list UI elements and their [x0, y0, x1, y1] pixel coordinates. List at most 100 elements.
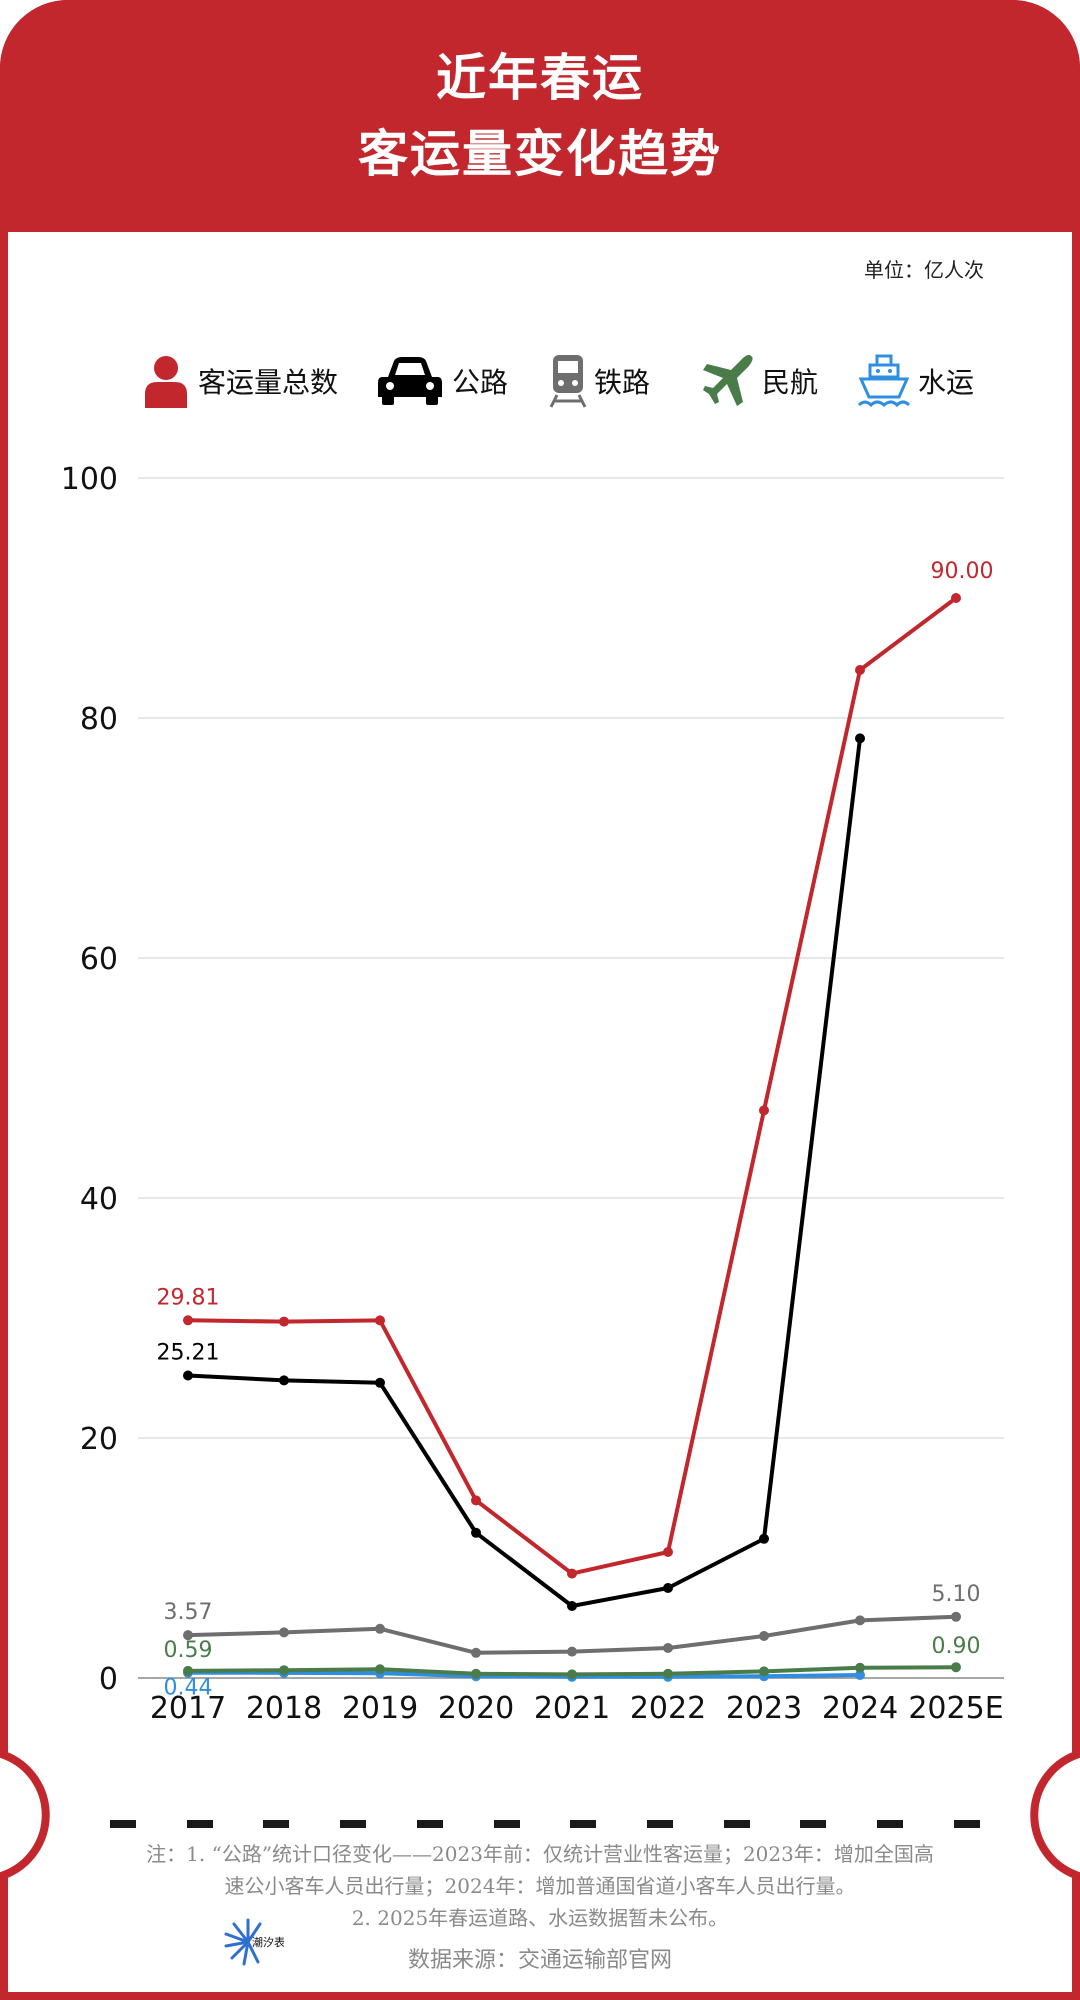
data-point [759, 1631, 769, 1641]
data-point [375, 1315, 385, 1326]
data-point [855, 733, 865, 744]
data-point [855, 1670, 865, 1680]
y-tick-label: 60 [80, 942, 118, 977]
y-axis-ticks: 0 20 40 60 80 100 [61, 462, 118, 1697]
tear-dash [800, 1820, 827, 1828]
data-point [183, 1370, 193, 1381]
data-point [375, 1664, 385, 1675]
x-tick-label: 2024 [822, 1691, 898, 1726]
data-point [567, 1601, 577, 1611]
data-point [471, 1527, 481, 1538]
tear-dash [110, 1820, 136, 1828]
logo-text: 潮汐表 [252, 1935, 284, 1949]
y-tick-label: 0 [99, 1662, 118, 1697]
series-2 [183, 1611, 961, 1658]
data-source: 数据来源：交通运输部官网 [407, 1948, 672, 1973]
plane-icon [700, 353, 756, 409]
data-point [759, 1666, 769, 1677]
y-tick-label: 40 [80, 1182, 118, 1217]
data-point [663, 1583, 673, 1593]
x-tick-label: 2019 [342, 1691, 418, 1726]
data-point [471, 1647, 481, 1658]
tear-line [110, 1820, 980, 1830]
footnotes: 注：1. “公路”统计口径变化——2023年前：仅统计营业性客运量；2023年：… [90, 1838, 990, 1934]
data-point [375, 1377, 385, 1388]
data-point [951, 1662, 961, 1673]
title-block: 近年春运 客运量变化趋势 [0, 0, 1080, 232]
data-label: 25.21 [157, 1340, 220, 1365]
note-line-3: 2. 2025年春运道路、水运数据暂未公布。 [351, 1906, 729, 1930]
x-tick-label: 2025E [908, 1691, 1003, 1726]
data-point [567, 1646, 577, 1657]
data-point [855, 1662, 865, 1673]
car-icon [374, 353, 446, 409]
legend-item-total: 客运量总数 [140, 346, 338, 416]
data-point [183, 1630, 193, 1641]
data-point [279, 1316, 289, 1327]
x-tick-label: 2022 [630, 1691, 706, 1726]
tear-dash [723, 1820, 750, 1828]
ship-icon [856, 353, 912, 409]
data-point [279, 1627, 289, 1638]
tear-dash [953, 1820, 980, 1828]
data-point [279, 1375, 289, 1386]
data-point [663, 1668, 673, 1679]
note-line-2: 速公小客车人员出行量；2024年：增加普通国省道小客车人员出行量。 [224, 1874, 856, 1898]
data-point [567, 1669, 577, 1680]
data-point [375, 1623, 385, 1634]
chart-title-line1: 近年春运 [436, 49, 644, 107]
data-point [951, 1611, 961, 1622]
y-tick-label: 20 [80, 1422, 118, 1457]
legend-item-water: 水运 [856, 346, 974, 416]
data-point [279, 1665, 289, 1676]
series-0 [183, 593, 961, 1579]
data-point [183, 1665, 193, 1676]
tear-dash [647, 1820, 674, 1828]
data-point [855, 1615, 865, 1626]
series-line [187, 738, 862, 1608]
legend-item-air: 民航 [700, 346, 818, 416]
data-point [471, 1668, 481, 1679]
series-3 [183, 1662, 961, 1680]
line-chart: 0 20 40 60 80 100 2017 2018 2019 2020 2021 2022 202… [61, 462, 1004, 1726]
data-label: 29.81 [157, 1285, 220, 1310]
publisher-logo: 潮汐表 [224, 1918, 284, 1966]
legend-label: 铁路 [594, 366, 651, 399]
unit-label: 单位：亿人次 [864, 258, 984, 282]
data-label: 90.00 [931, 559, 994, 584]
series-1 [183, 733, 865, 1611]
data-label: 5.10 [932, 1582, 981, 1607]
data-labels: 29.81 90.00 25.21 3.57 5.10 0.59 0.90 0.44 [157, 559, 994, 1701]
x-axis-ticks: 2017 2018 2019 2020 2021 2022 2023 2024 2025E [150, 1691, 1004, 1726]
legend-label: 水运 [918, 366, 975, 399]
chart-title-line2: 客运量变化趋势 [358, 125, 722, 183]
data-point [951, 593, 961, 603]
person-icon [140, 353, 192, 409]
series-line [187, 596, 958, 1576]
legend: 客运量总数 公路 铁路 民航 水运 [0, 346, 1080, 416]
data-point [855, 665, 865, 675]
data-point [759, 1533, 769, 1544]
tear-dash [416, 1820, 443, 1828]
x-tick-label: 2020 [438, 1691, 514, 1726]
data-label: 0.59 [164, 1638, 213, 1663]
tear-dash [340, 1820, 367, 1828]
x-tick-label: 2018 [246, 1691, 322, 1726]
y-tick-label: 80 [80, 702, 118, 737]
data-point [663, 1547, 673, 1557]
legend-item-road: 公路 [374, 346, 508, 416]
tear-dash [877, 1820, 904, 1828]
series-lines [183, 593, 961, 1682]
series-line [187, 1670, 861, 1679]
data-point [567, 1568, 577, 1579]
data-point [759, 1105, 769, 1116]
legend-label: 公路 [452, 366, 509, 399]
legend-item-rail: 铁路 [548, 346, 650, 416]
data-label: 0.44 [164, 1676, 213, 1701]
tear-dash [493, 1820, 520, 1828]
legend-label: 客运量总数 [198, 366, 339, 399]
data-label: 0.90 [932, 1634, 981, 1659]
y-tick-label: 100 [61, 462, 118, 497]
train-icon [548, 353, 588, 409]
